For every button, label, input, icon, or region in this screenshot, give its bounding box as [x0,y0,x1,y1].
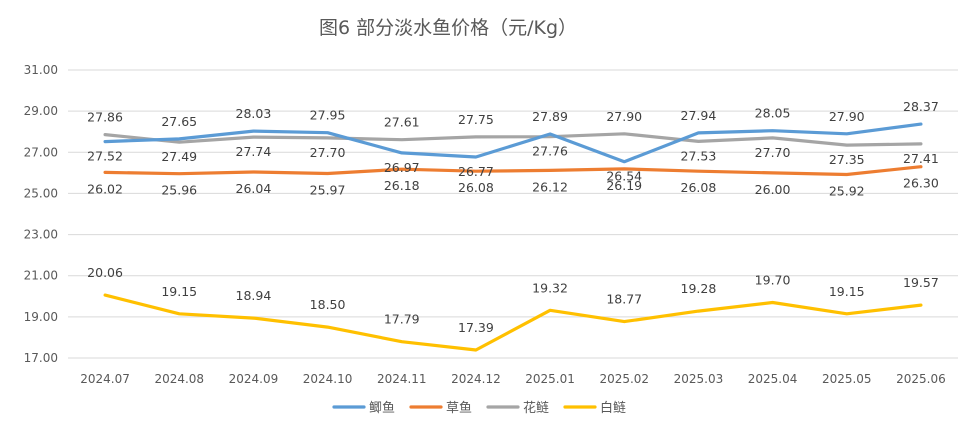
data-label: 27.90 [829,109,865,124]
series-line-2 [103,132,923,147]
x-tick-label: 2025.01 [525,372,575,386]
x-tick-label: 2025.05 [822,372,872,386]
x-tick-label: 2025.04 [748,372,798,386]
series-lines [103,122,923,352]
data-label: 25.96 [161,183,197,198]
data-label: 20.06 [87,265,123,280]
data-label: 27.74 [236,144,272,159]
data-label: 27.94 [681,108,717,123]
data-label: 26.00 [755,182,791,197]
data-label: 19.57 [903,275,939,290]
y-tick-label: 29.00 [24,104,58,118]
series-line-1 [103,165,923,177]
x-tick-label: 2024.12 [451,372,501,386]
y-axis-ticks: 17.00 19.00 21.00 23.00 25.00 27.00 29.00 31.00 [24,63,58,365]
legend: 鲫鱼 草鱼 花鲢 白鲢 [332,400,626,416]
data-label: 27.65 [161,114,197,129]
data-label: 27.90 [606,109,642,124]
data-label: 28.05 [755,106,791,121]
data-label: 27.41 [903,151,939,166]
y-tick-label: 17.00 [24,351,58,365]
data-label: 27.75 [458,112,494,127]
data-label: 27.70 [755,145,791,160]
legend-label: 鲫鱼 [369,400,395,416]
data-label: 19.15 [161,284,197,299]
data-label: 27.61 [384,115,420,130]
y-tick-label: 19.00 [24,310,58,324]
legend-label: 草鱼 [446,400,472,416]
chart-title: 图6 部分淡水鱼价格（元/Kg） [319,17,577,39]
data-labels: 27.52 27.65 28.03 27.95 26.97 26.77 27.89 26.54… [87,99,939,335]
data-label: 26.12 [532,179,568,194]
data-label: 17.39 [458,320,494,335]
data-label: 27.86 [87,110,123,125]
data-label: 27.95 [310,108,346,123]
data-label: 25.92 [829,184,865,199]
y-tick-label: 21.00 [24,269,58,283]
data-label: 26.02 [87,181,123,196]
x-tick-label: 2024.08 [154,372,204,386]
x-tick-label: 2024.09 [229,372,279,386]
legend-label: 花鲢 [523,400,549,416]
data-label: 26.08 [458,180,494,195]
data-label: 27.53 [681,148,717,163]
data-label: 27.70 [310,145,346,160]
x-tick-label: 2025.06 [896,372,946,386]
legend-label: 白鲢 [600,400,626,416]
data-label: 28.37 [903,99,939,114]
y-tick-label: 25.00 [24,186,58,200]
x-tick-label: 2024.07 [80,372,130,386]
y-tick-label: 31.00 [24,63,58,77]
data-label: 19.15 [829,284,865,299]
data-label: 19.32 [532,280,568,295]
x-tick-label: 2025.02 [599,372,649,386]
data-label: 18.50 [310,297,346,312]
series-line-3 [103,293,923,352]
data-label: 26.18 [384,178,420,193]
data-label: 19.28 [681,281,717,296]
y-tick-label: 23.00 [24,228,58,242]
data-label: 26.04 [236,181,272,196]
data-label: 27.35 [829,152,865,167]
data-label: 18.94 [236,288,272,303]
data-label: 26.30 [903,176,939,191]
data-label: 26.19 [606,178,642,193]
data-label: 27.76 [532,144,568,159]
x-tick-label: 2024.11 [377,372,427,386]
data-label: 26.54 [606,169,642,184]
data-label: 27.49 [161,149,197,164]
y-tick-label: 27.00 [24,145,58,159]
data-label: 19.70 [755,272,791,287]
series-line-0 [103,122,923,164]
data-label: 27.89 [532,109,568,124]
data-label: 27.52 [87,149,123,164]
data-label: 17.79 [384,312,420,327]
data-label: 18.77 [606,292,642,307]
x-axis-ticks: 2024.07 2024.08 2024.09 2024.10 2024.11 2024.… [80,372,945,386]
data-label: 26.77 [458,164,494,179]
x-tick-label: 2025.03 [674,372,724,386]
data-label: 26.08 [681,180,717,195]
data-label: 28.03 [236,106,272,121]
data-label: 26.97 [384,160,420,175]
x-tick-label: 2024.10 [303,372,353,386]
data-label: 25.97 [310,182,346,197]
